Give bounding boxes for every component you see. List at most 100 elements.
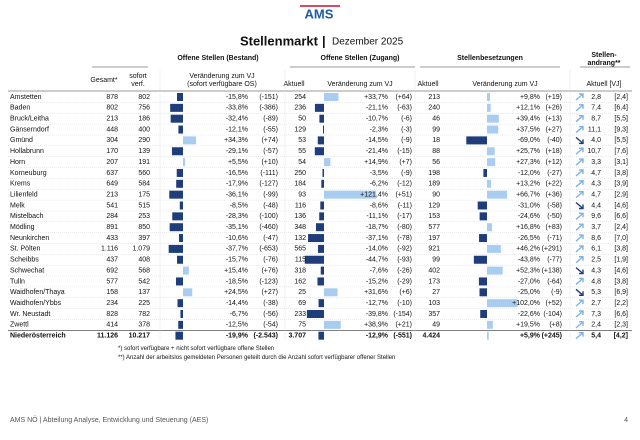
cell: (+27) xyxy=(545,126,562,133)
cell: -36,1% xyxy=(226,191,248,198)
cell: 136 xyxy=(294,213,306,220)
cell: 233 xyxy=(294,311,306,318)
trend-arrow xyxy=(575,223,584,231)
cell: 170 xyxy=(106,148,118,155)
cell: -28,3% xyxy=(226,213,248,220)
change-bar xyxy=(183,266,189,275)
cell: (-386) xyxy=(259,105,278,112)
cell: 802 xyxy=(138,94,150,101)
cell: (-551) xyxy=(393,333,412,340)
trend-arrow xyxy=(575,332,584,340)
change-bar xyxy=(487,158,496,167)
cell: 213 xyxy=(106,116,118,123)
cell: -24,6% xyxy=(518,213,540,220)
trend-arrow xyxy=(575,104,584,112)
change-bar xyxy=(487,147,495,156)
cell: 584 xyxy=(138,181,150,188)
change-bar xyxy=(304,255,324,264)
cell: -12,7% xyxy=(366,300,388,307)
cell: (+19) xyxy=(545,94,562,101)
cell: -18,5% xyxy=(226,278,248,285)
cell: +34,3% xyxy=(224,137,248,144)
cell: 49 xyxy=(432,322,440,329)
cell: -31,0% xyxy=(518,202,540,209)
cell: 565 xyxy=(294,246,306,253)
cell: +27,3% xyxy=(516,159,540,166)
cell: +13,2% xyxy=(516,181,540,188)
cell: 254 xyxy=(294,94,306,101)
cell: [5,5] xyxy=(614,116,628,123)
change-bar xyxy=(314,103,324,112)
cell: 921 xyxy=(428,246,440,253)
cell: (-27) xyxy=(547,170,562,177)
trend-arrow xyxy=(575,256,584,264)
change-bar xyxy=(315,223,324,232)
change-bar xyxy=(478,277,487,286)
cell: (-9) xyxy=(401,170,412,177)
change-bar xyxy=(317,244,324,253)
trend-arrow xyxy=(575,201,584,210)
cell: (-3) xyxy=(401,126,412,133)
change-bar xyxy=(322,168,324,177)
cell: 137 xyxy=(138,289,150,296)
cell: (+245) xyxy=(542,333,562,340)
cell: -15,7% xyxy=(226,257,248,264)
cell: 191 xyxy=(138,159,150,166)
cell: (-55) xyxy=(263,126,278,133)
cell: 1.116 xyxy=(101,246,118,253)
cell: +15,4% xyxy=(224,267,248,274)
cell: 186 xyxy=(138,116,150,123)
group-header: Stellen- xyxy=(591,52,617,59)
cell: (-26) xyxy=(397,267,412,274)
group-header: andrang** xyxy=(587,60,620,67)
cell: 11.126 xyxy=(97,333,118,340)
cell: 198 xyxy=(428,170,440,177)
cell: 568 xyxy=(138,267,150,274)
change-bar xyxy=(487,125,499,134)
page-number: 4 xyxy=(624,417,628,424)
cell: -37,1% xyxy=(366,235,388,242)
trend-arrow xyxy=(575,310,584,318)
cell: 850 xyxy=(138,224,150,231)
cell: 577 xyxy=(428,224,440,231)
cell: 891 xyxy=(106,224,118,231)
cell: 5,4 xyxy=(591,333,601,340)
trend-arrow xyxy=(575,267,584,275)
cell: -14,0% xyxy=(366,246,388,253)
cell: [4,6] xyxy=(614,202,628,209)
region: Gänserndorf xyxy=(10,126,49,133)
cell: (-47) xyxy=(263,235,278,242)
cell: 802 xyxy=(106,105,118,112)
cell: 3,7 xyxy=(591,224,601,231)
cell: 27 xyxy=(432,289,440,296)
cell: [4,2] xyxy=(614,333,628,340)
change-bar xyxy=(479,288,487,297)
region: Mistelbach xyxy=(10,213,44,220)
cell: -12,1% xyxy=(226,126,248,133)
column-header: sofort xyxy=(129,73,147,80)
cell: +121,4% xyxy=(360,191,388,198)
cell: (-9) xyxy=(401,137,412,144)
cell: 213 xyxy=(428,94,440,101)
change-bar xyxy=(169,190,183,199)
cell: 878 xyxy=(106,94,118,101)
column-header: Veränderung zum VJ xyxy=(327,81,392,88)
trend-arrow xyxy=(575,93,584,101)
cell: (+52) xyxy=(545,300,562,307)
change-bar xyxy=(172,212,183,221)
region: Waidhofen/Ybbs xyxy=(10,300,62,307)
cell: -35,1% xyxy=(226,224,248,231)
cell: 397 xyxy=(138,235,150,242)
cell: 116 xyxy=(295,202,306,209)
region: Scheibbs xyxy=(10,257,39,264)
cell: (-48) xyxy=(263,202,278,209)
cell: -10,7% xyxy=(366,116,388,123)
trend-arrow xyxy=(575,180,584,188)
cell: (-154) xyxy=(393,311,412,318)
cell: +39,4% xyxy=(516,116,540,123)
cell: -22,6% xyxy=(518,311,540,318)
cell: (-56) xyxy=(263,311,278,318)
title: Stellenmarkt xyxy=(240,33,319,48)
cell: 56 xyxy=(432,159,440,166)
region: Hollabrunn xyxy=(10,148,44,155)
